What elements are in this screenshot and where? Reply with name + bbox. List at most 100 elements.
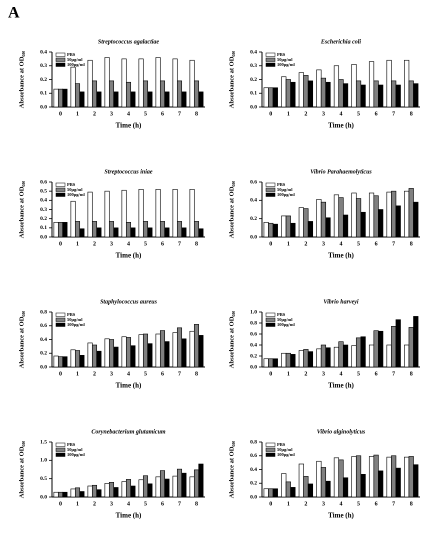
bar — [91, 344, 98, 368]
bar — [303, 75, 309, 108]
chart: Corynebacterium glutamicum Absorbance at … — [18, 429, 205, 520]
chart: Streptococcus iniae Absorbance at OD₆₀₀ Ti… — [18, 169, 205, 260]
x-tick-label: 0 — [59, 501, 62, 507]
legend-label: 50μg/ml — [67, 57, 83, 62]
bar — [333, 65, 340, 108]
legend-label: 100μg/ml — [67, 322, 86, 327]
bar — [113, 487, 119, 498]
bar — [159, 330, 166, 368]
x-tick-label: 7 — [178, 371, 181, 377]
bar — [342, 214, 349, 238]
y-tick-label: 0.2 — [250, 481, 257, 487]
chart-title: Streptococcus agalactiae — [98, 39, 159, 45]
bar — [70, 488, 76, 498]
legend-swatch — [265, 192, 276, 197]
x-tick-label: 6 — [161, 371, 164, 377]
legend-label: 50μg/ml — [277, 447, 293, 452]
x-tick-label: 0 — [269, 111, 272, 117]
y-tick-label: 0.4 — [40, 49, 47, 55]
legend-swatch — [265, 57, 276, 62]
x-tick-label: 4 — [340, 371, 343, 377]
bar — [198, 335, 204, 368]
bar — [193, 324, 200, 368]
bar — [53, 222, 59, 238]
y-axis-label: Absorbance at OD₆₀₀ — [228, 441, 235, 499]
legend-label: PBS — [277, 52, 286, 57]
x-tick-label: 0 — [269, 371, 272, 377]
legend-swatch — [265, 447, 276, 452]
y-tick-label: 0.4 — [250, 342, 257, 348]
bar — [316, 69, 322, 108]
y-tick-label: 0.0 — [40, 494, 47, 500]
bar — [104, 190, 110, 238]
bar — [57, 222, 64, 238]
bar — [285, 352, 291, 368]
bar — [138, 189, 144, 238]
bar — [79, 491, 85, 498]
bar — [96, 489, 102, 498]
y-axis-label: Absorbance at OD₆₀₀ — [18, 181, 25, 239]
legend-swatch — [265, 187, 276, 192]
bar — [342, 344, 349, 368]
bar — [53, 355, 59, 368]
bar — [391, 190, 397, 238]
y-axis-label: Absorbance at OD₆₀₀ — [18, 51, 25, 109]
y-tick-label: 0.6 — [250, 453, 257, 459]
bar — [408, 456, 414, 498]
bar — [176, 468, 183, 498]
bar — [87, 191, 93, 238]
legend-swatch — [265, 322, 276, 327]
bar — [96, 227, 102, 238]
bar — [351, 456, 357, 498]
bar — [268, 222, 274, 238]
x-tick-label: 1 — [76, 241, 79, 247]
bar — [74, 221, 81, 238]
bar — [193, 221, 200, 238]
bar — [316, 460, 322, 498]
bar — [413, 464, 419, 498]
bar — [62, 88, 68, 108]
bar — [290, 81, 296, 108]
bar — [189, 330, 195, 368]
legend-label: 100μg/ml — [67, 192, 86, 197]
y-tick-label: 0.4 — [40, 198, 47, 204]
x-tick-label: 0 — [59, 111, 62, 117]
bar — [159, 80, 166, 108]
bar — [386, 191, 392, 238]
bar — [395, 319, 401, 368]
legend-label: 100μg/ml — [277, 452, 296, 457]
bar — [351, 64, 357, 108]
chart-title: Vibrio alginolyticus — [317, 429, 366, 435]
legend-label: 50μg/ml — [277, 187, 293, 192]
x-tick-label: 8 — [410, 241, 413, 247]
legend-label: 50μg/ml — [277, 317, 293, 322]
y-tick-label: 0.0 — [250, 104, 257, 110]
bar — [74, 487, 81, 498]
bar — [155, 333, 161, 368]
bar — [386, 59, 392, 108]
x-tick-label: 5 — [357, 111, 360, 117]
bar — [307, 80, 314, 108]
bar — [198, 228, 204, 238]
bar — [307, 483, 314, 498]
bar — [342, 83, 349, 108]
bar — [198, 91, 204, 108]
legend-swatch — [55, 312, 66, 317]
bar — [272, 358, 278, 368]
bar — [373, 330, 379, 368]
bar — [378, 209, 384, 238]
bar — [164, 341, 170, 368]
bar — [395, 84, 401, 108]
bar — [70, 66, 76, 108]
x-tick-label: 8 — [410, 501, 413, 507]
legend-swatch — [265, 452, 276, 457]
legend-label: 100μg/ml — [277, 322, 296, 327]
bar — [320, 344, 327, 368]
bar — [272, 87, 278, 108]
bar — [57, 491, 64, 498]
bar — [121, 189, 127, 238]
x-tick-label: 3 — [110, 111, 113, 117]
bar — [91, 484, 98, 498]
bar — [189, 59, 195, 108]
y-axis-label: Absorbance at OD₆₀₀ — [18, 441, 25, 499]
